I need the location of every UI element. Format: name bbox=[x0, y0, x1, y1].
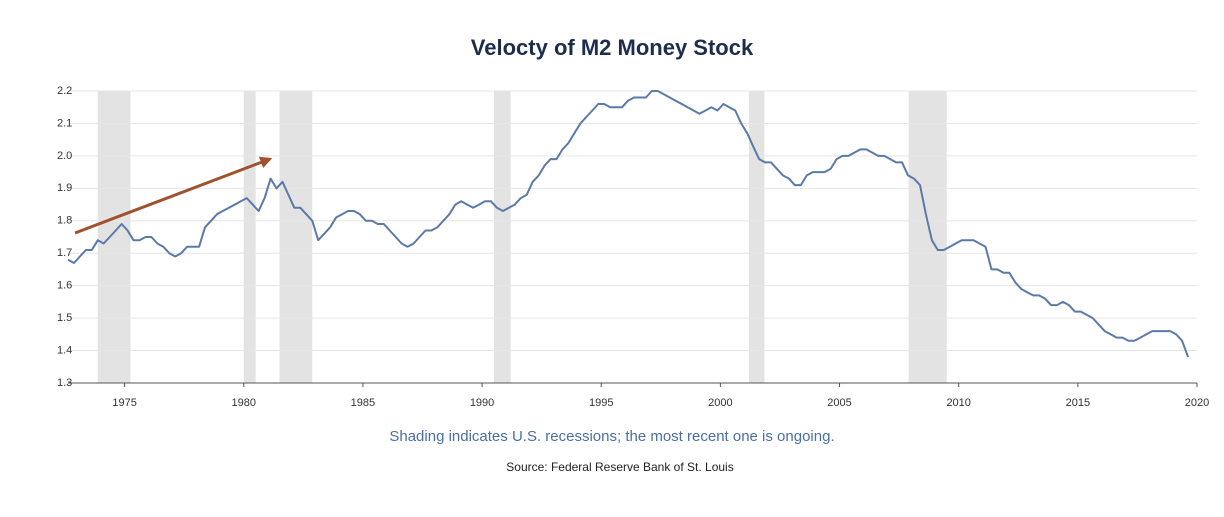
recession-band bbox=[748, 91, 765, 383]
subtitle: Shading indicates U.S. recessions; the m… bbox=[389, 428, 834, 445]
x-tick-label: 2015 bbox=[1066, 397, 1090, 409]
trend-arrow bbox=[74, 156, 273, 235]
recession-band bbox=[493, 91, 511, 383]
recession-band bbox=[97, 91, 131, 383]
x-tick-label: 1980 bbox=[232, 397, 256, 409]
y-tick-label: 1.4 bbox=[57, 344, 72, 356]
x-tick-label: 1975 bbox=[112, 397, 136, 409]
data-line bbox=[67, 90, 1190, 358]
y-tick-label: 1.8 bbox=[57, 215, 72, 227]
chart-title: Velocty of M2 Money Stock bbox=[471, 35, 754, 60]
x-tick-label: 2005 bbox=[827, 397, 851, 409]
recession-band bbox=[279, 91, 313, 383]
x-tick-label: 1990 bbox=[470, 397, 494, 409]
y-tick-label: 2.0 bbox=[57, 150, 72, 162]
x-tick-label: 2000 bbox=[708, 397, 732, 409]
y-tick-label: 1.3 bbox=[57, 377, 72, 389]
y-tick-label: 2.1 bbox=[57, 117, 72, 129]
plot-background bbox=[68, 90, 1197, 384]
y-tick-label: 2.2 bbox=[57, 85, 72, 97]
y-tick-label: 1.6 bbox=[57, 280, 72, 292]
source: Source: Federal Reserve Bank of St. Loui… bbox=[506, 460, 733, 474]
x-tick-label: 2020 bbox=[1185, 397, 1209, 409]
x-tick-label: 1995 bbox=[589, 397, 613, 409]
y-tick-label: 1.7 bbox=[57, 247, 72, 259]
recession-band bbox=[243, 91, 256, 383]
y-tick-label: 1.9 bbox=[57, 182, 72, 194]
y-tick-label: 1.5 bbox=[57, 312, 72, 324]
x-tick-label: 2010 bbox=[946, 397, 970, 409]
recession-band bbox=[908, 91, 947, 383]
x-tick-label: 1985 bbox=[351, 397, 375, 409]
